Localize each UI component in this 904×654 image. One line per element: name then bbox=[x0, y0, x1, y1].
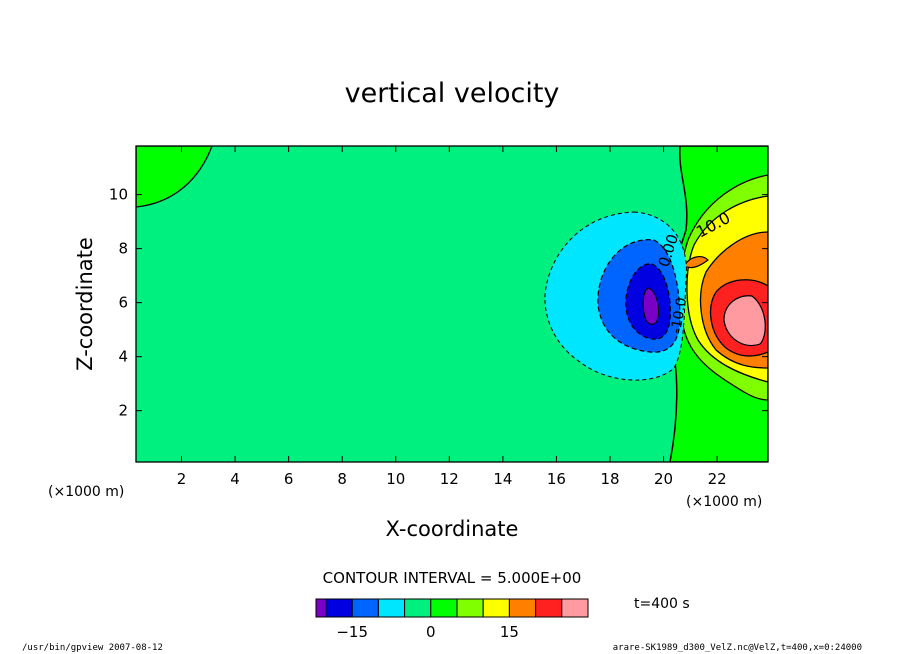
colorbar-cell-6 bbox=[456, 598, 484, 618]
x-tick-label-10: 22 bbox=[708, 470, 727, 488]
x-unit-right: (×1000 m) bbox=[686, 494, 762, 510]
colorbar-cell-1 bbox=[325, 598, 353, 618]
contour-labels: 10.0 0.00 -10.0 bbox=[655, 208, 734, 335]
x-tick-label-6: 14 bbox=[493, 470, 512, 488]
x-tick-label-2: 6 bbox=[284, 470, 294, 488]
contour-interval-text: CONTOUR INTERVAL = 5.000E+00 bbox=[323, 569, 582, 587]
x-tick-label-5: 12 bbox=[440, 470, 459, 488]
x-tick-label-4: 10 bbox=[386, 470, 405, 488]
y-tick-label-3: 8 bbox=[118, 240, 128, 258]
plot-frame bbox=[135, 145, 769, 463]
colorbar-tick-label-0: −15 bbox=[336, 623, 368, 641]
level-25-region bbox=[723, 295, 766, 347]
colorbar-cell-0 bbox=[315, 598, 327, 618]
x-tick-label-3: 8 bbox=[337, 470, 347, 488]
y-axis-label: Z-coordinate bbox=[73, 237, 97, 371]
time-label: t=400 s bbox=[634, 596, 690, 612]
colorbar-tick-label-1: 0 bbox=[426, 623, 436, 641]
chart-title: vertical velocity bbox=[345, 78, 560, 109]
x-tick-label-7: 16 bbox=[547, 470, 566, 488]
colorbar-cell-7 bbox=[482, 598, 510, 618]
x-tick-label-1: 4 bbox=[230, 470, 240, 488]
colorbar-cell-10 bbox=[561, 598, 589, 618]
footer-left: /usr/bin/gpview 2007-08-12 bbox=[22, 643, 163, 653]
colorbar-ticks: −15 0 15 bbox=[336, 623, 519, 641]
x-tick-label-0: 2 bbox=[177, 470, 187, 488]
y-tick-label-2: 6 bbox=[118, 294, 128, 312]
colorbar-cell-4 bbox=[404, 598, 432, 618]
y-axis: 2 4 6 8 10 bbox=[109, 186, 768, 420]
x-unit-left: (×1000 m) bbox=[48, 484, 124, 500]
y-tick-label-1: 4 bbox=[118, 348, 128, 366]
x-tick-label-8: 18 bbox=[600, 470, 619, 488]
x-tick-label-9: 20 bbox=[654, 470, 673, 488]
colorbar-cell-3 bbox=[377, 598, 406, 618]
colorbar-cell-2 bbox=[351, 598, 379, 618]
y-tick-label-0: 2 bbox=[118, 402, 128, 420]
x-axis-label: X-coordinate bbox=[386, 517, 519, 541]
x-axis: 2 4 6 8 10 12 14 16 18 20 22 bbox=[177, 146, 727, 488]
y-tick-label-4: 10 bbox=[109, 186, 128, 204]
level-minus-20-region bbox=[642, 287, 660, 325]
footer-right: arare-SK1989_d300_VelZ.nc@VelZ,t=400,x=0… bbox=[613, 643, 862, 653]
contour-label-3: -10.0 bbox=[668, 296, 690, 334]
contour-field: 10.0 0.00 -10.0 bbox=[136, 146, 768, 462]
colorbar-cell-9 bbox=[535, 598, 563, 618]
colorbar-tick-label-2: 15 bbox=[500, 623, 519, 641]
level-15-blob bbox=[683, 256, 709, 269]
colorbar-cell-8 bbox=[508, 598, 537, 618]
colorbar bbox=[315, 598, 589, 618]
colorbar-cell-5 bbox=[430, 598, 458, 618]
